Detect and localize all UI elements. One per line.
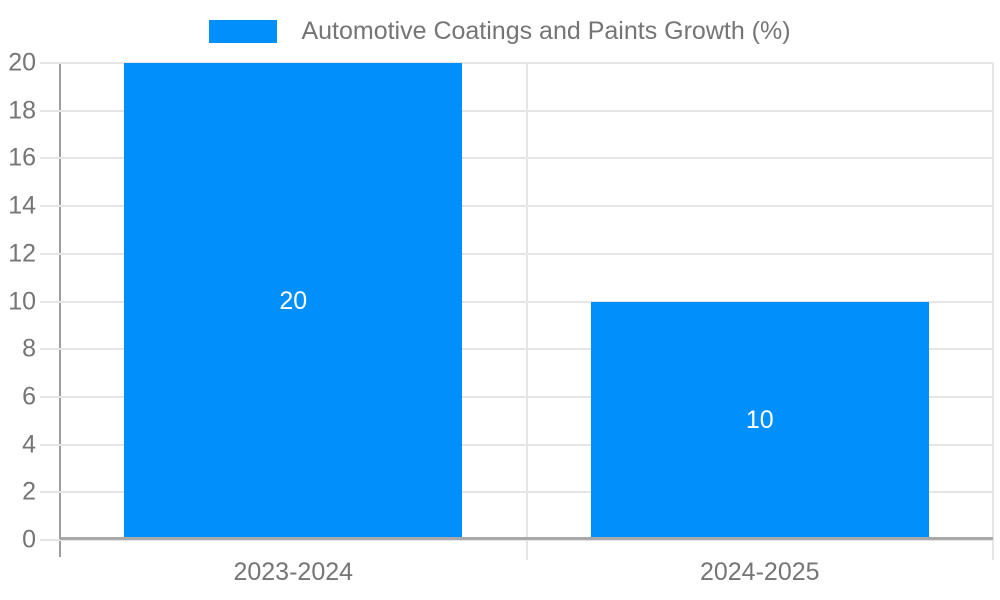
y-axis-tick-label: 4 xyxy=(22,430,36,459)
y-axis-tick-label: 18 xyxy=(8,96,36,125)
y-axis-tick-label: 2 xyxy=(22,477,36,506)
gridline xyxy=(40,395,993,398)
y-axis-tick-label: 20 xyxy=(8,48,36,77)
gridline xyxy=(40,205,993,208)
y-axis-tick-label: 10 xyxy=(8,287,36,315)
legend-swatch-icon xyxy=(209,19,278,43)
bar-2024-2025[interactable]: 10 xyxy=(590,301,929,540)
y-axis-tick-label: 16 xyxy=(8,143,36,172)
gridline xyxy=(40,443,993,446)
gridline xyxy=(40,348,993,351)
y-axis-line xyxy=(59,63,61,557)
gridline xyxy=(40,539,993,541)
x-axis-tick-label: 2023-2024 xyxy=(233,558,354,586)
gridline xyxy=(40,300,993,303)
bar-value-label: 10 xyxy=(745,406,774,435)
legend[interactable]: Automotive Coatings and Paints Growth (%… xyxy=(0,14,1000,48)
gridline xyxy=(40,62,993,64)
category-separator-gridline xyxy=(525,63,528,560)
plot-area: 0 2 4 6 8 10 12 14 16 18 20 20 2023-2024 10 2024-2025 xyxy=(8,50,994,586)
gridline xyxy=(40,491,993,494)
gridline xyxy=(40,157,993,160)
y-axis-tick-label: 12 xyxy=(8,239,36,268)
y-axis-tick-label: 6 xyxy=(22,382,36,411)
y-axis-tick-label: 14 xyxy=(8,191,36,220)
x-axis-tick-label: 2024-2025 xyxy=(699,558,820,586)
y-axis-tick-label: 8 xyxy=(22,334,36,363)
gridline xyxy=(40,252,993,255)
y-axis-tick-label: 0 xyxy=(22,525,36,554)
bar-2023-2024[interactable]: 20 xyxy=(124,63,463,540)
x-axis-line xyxy=(60,537,993,540)
gridline xyxy=(40,109,993,112)
bar-value-label: 20 xyxy=(279,287,308,315)
legend-label: Automotive Coatings and Paints Growth (%… xyxy=(301,16,791,45)
category-separator-gridline xyxy=(992,63,994,560)
